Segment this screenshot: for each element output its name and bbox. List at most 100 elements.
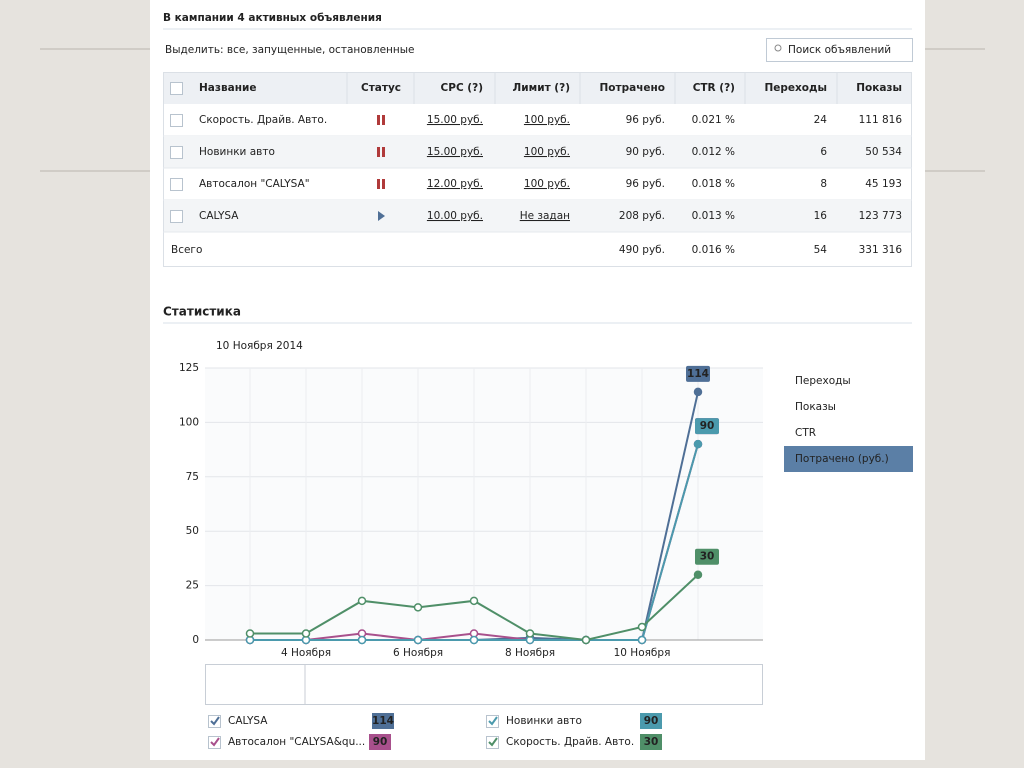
select-filter[interactable]: Выделить: все, запущенные, остановленные xyxy=(165,44,415,56)
status-active[interactable] xyxy=(378,211,385,221)
cell-spent: 90 руб. xyxy=(626,146,665,158)
data-point xyxy=(357,635,367,645)
cell-cpc[interactable]: 15.00 руб. xyxy=(427,146,483,158)
data-point xyxy=(413,635,423,645)
legend-value-bg xyxy=(640,713,662,729)
data-point xyxy=(469,596,479,606)
total-views: 331 316 xyxy=(859,244,903,256)
cell-ctr: 0.012 % xyxy=(692,146,735,158)
cell-clicks: 6 xyxy=(820,146,827,158)
cell-cpc[interactable]: 15.00 руб. xyxy=(427,114,483,126)
checkbox[interactable] xyxy=(170,114,183,127)
cell-ctr: 0.018 % xyxy=(692,178,735,190)
column-header[interactable]: Лимит (?) xyxy=(513,82,570,94)
cell-views: 50 534 xyxy=(865,146,902,158)
value-label: 114 xyxy=(687,368,709,380)
checkbox[interactable] xyxy=(170,210,183,223)
legend-label[interactable]: Автосалон "CALYSA&qu... xyxy=(228,736,365,748)
legend-check[interactable] xyxy=(210,716,220,726)
x-tick-label: 10 Ноября xyxy=(614,647,671,659)
legend-check[interactable] xyxy=(210,737,220,747)
x-tick-label: 6 Ноября xyxy=(393,647,443,659)
total-spent: 490 руб. xyxy=(619,244,665,256)
y-tick-label: 100 xyxy=(179,416,199,428)
value-label: 90 xyxy=(700,420,715,432)
total-clicks: 54 xyxy=(814,244,828,256)
column-header[interactable]: CTR (?) xyxy=(693,82,735,94)
table-header xyxy=(163,72,912,104)
cell-limit[interactable]: 100 руб. xyxy=(524,146,570,158)
status-paused[interactable] xyxy=(382,115,385,125)
legend-label[interactable]: Новинки авто xyxy=(506,715,582,727)
y-tick-label: 75 xyxy=(186,471,199,483)
column-header[interactable]: Переходы xyxy=(764,82,827,94)
column-header[interactable]: Название xyxy=(199,82,256,94)
checkbox[interactable] xyxy=(170,146,183,159)
cell-cpc[interactable]: 10.00 руб. xyxy=(427,210,483,222)
legend-value-bg xyxy=(372,713,394,729)
legend-value-bg xyxy=(369,734,391,750)
checkbox[interactable] xyxy=(170,178,183,191)
value-label-bg xyxy=(695,548,719,565)
cell-name[interactable]: Автосалон "CALYSA" xyxy=(199,178,310,190)
legend-check[interactable] xyxy=(488,737,498,747)
campaign-title: В кампании 4 активных объявления xyxy=(163,12,382,24)
search-box[interactable] xyxy=(766,38,913,62)
cell-limit[interactable]: 100 руб. xyxy=(524,178,570,190)
cell-name[interactable]: Новинки авто xyxy=(199,146,275,158)
y-tick-label: 25 xyxy=(186,580,199,592)
value-label: 30 xyxy=(700,551,715,563)
cell-limit[interactable]: 100 руб. xyxy=(524,114,570,126)
legend-label[interactable]: CALYSA xyxy=(228,715,268,727)
cell-limit[interactable]: Не задан xyxy=(520,210,570,222)
cell-cpc[interactable]: 12.00 руб. xyxy=(427,178,483,190)
data-point xyxy=(693,439,703,449)
chart-subtitle: 10 Ноября 2014 xyxy=(216,340,303,352)
data-point xyxy=(469,635,479,645)
status-paused[interactable] xyxy=(382,147,385,157)
metric-item[interactable]: Переходы xyxy=(795,375,851,387)
metric-item[interactable]: CTR xyxy=(795,427,816,439)
data-point xyxy=(581,635,591,645)
total-ctr: 0.016 % xyxy=(692,244,735,256)
cell-name[interactable]: CALYSA xyxy=(199,210,239,222)
legend-label[interactable]: Скорость. Драйв. Авто. xyxy=(506,736,634,748)
y-tick-label: 0 xyxy=(192,634,199,646)
legend-value: 30 xyxy=(644,736,659,748)
column-header[interactable]: Показы xyxy=(856,82,902,94)
navigator xyxy=(205,664,763,705)
checkbox[interactable] xyxy=(170,82,183,95)
column-header[interactable]: Статус xyxy=(361,82,401,94)
legend-check[interactable] xyxy=(488,716,498,726)
table-border xyxy=(163,72,912,267)
x-tick-label: 4 Ноября xyxy=(281,647,331,659)
value-label-bg xyxy=(695,418,719,435)
column-header[interactable]: CPC (?) xyxy=(441,82,483,94)
cell-spent: 96 руб. xyxy=(626,114,665,126)
row-bg xyxy=(164,200,911,232)
metric-item[interactable]: Потрачено (руб.) xyxy=(795,453,889,465)
value-label-bg xyxy=(686,365,710,382)
cell-spent: 96 руб. xyxy=(626,178,665,190)
data-point xyxy=(301,629,311,638)
section-title: Статистика xyxy=(163,305,241,319)
cell-views: 123 773 xyxy=(859,210,902,222)
cell-name[interactable]: Скорость. Драйв. Авто. xyxy=(199,114,327,126)
status-paused[interactable] xyxy=(377,179,380,189)
row-bg xyxy=(164,136,911,168)
data-point xyxy=(637,635,647,645)
metric-active-bg xyxy=(784,446,913,472)
legend-value: 90 xyxy=(644,715,659,727)
cell-spent: 208 руб. xyxy=(619,210,665,222)
data-point xyxy=(357,596,367,606)
metric-item[interactable]: Показы xyxy=(795,401,836,413)
status-paused[interactable] xyxy=(382,179,385,189)
status-paused[interactable] xyxy=(377,115,380,125)
column-header[interactable]: Потрачено xyxy=(600,82,666,94)
cell-clicks: 16 xyxy=(814,210,828,222)
plot-area xyxy=(205,368,763,640)
legend-value-bg xyxy=(640,734,662,750)
status-paused[interactable] xyxy=(377,147,380,157)
